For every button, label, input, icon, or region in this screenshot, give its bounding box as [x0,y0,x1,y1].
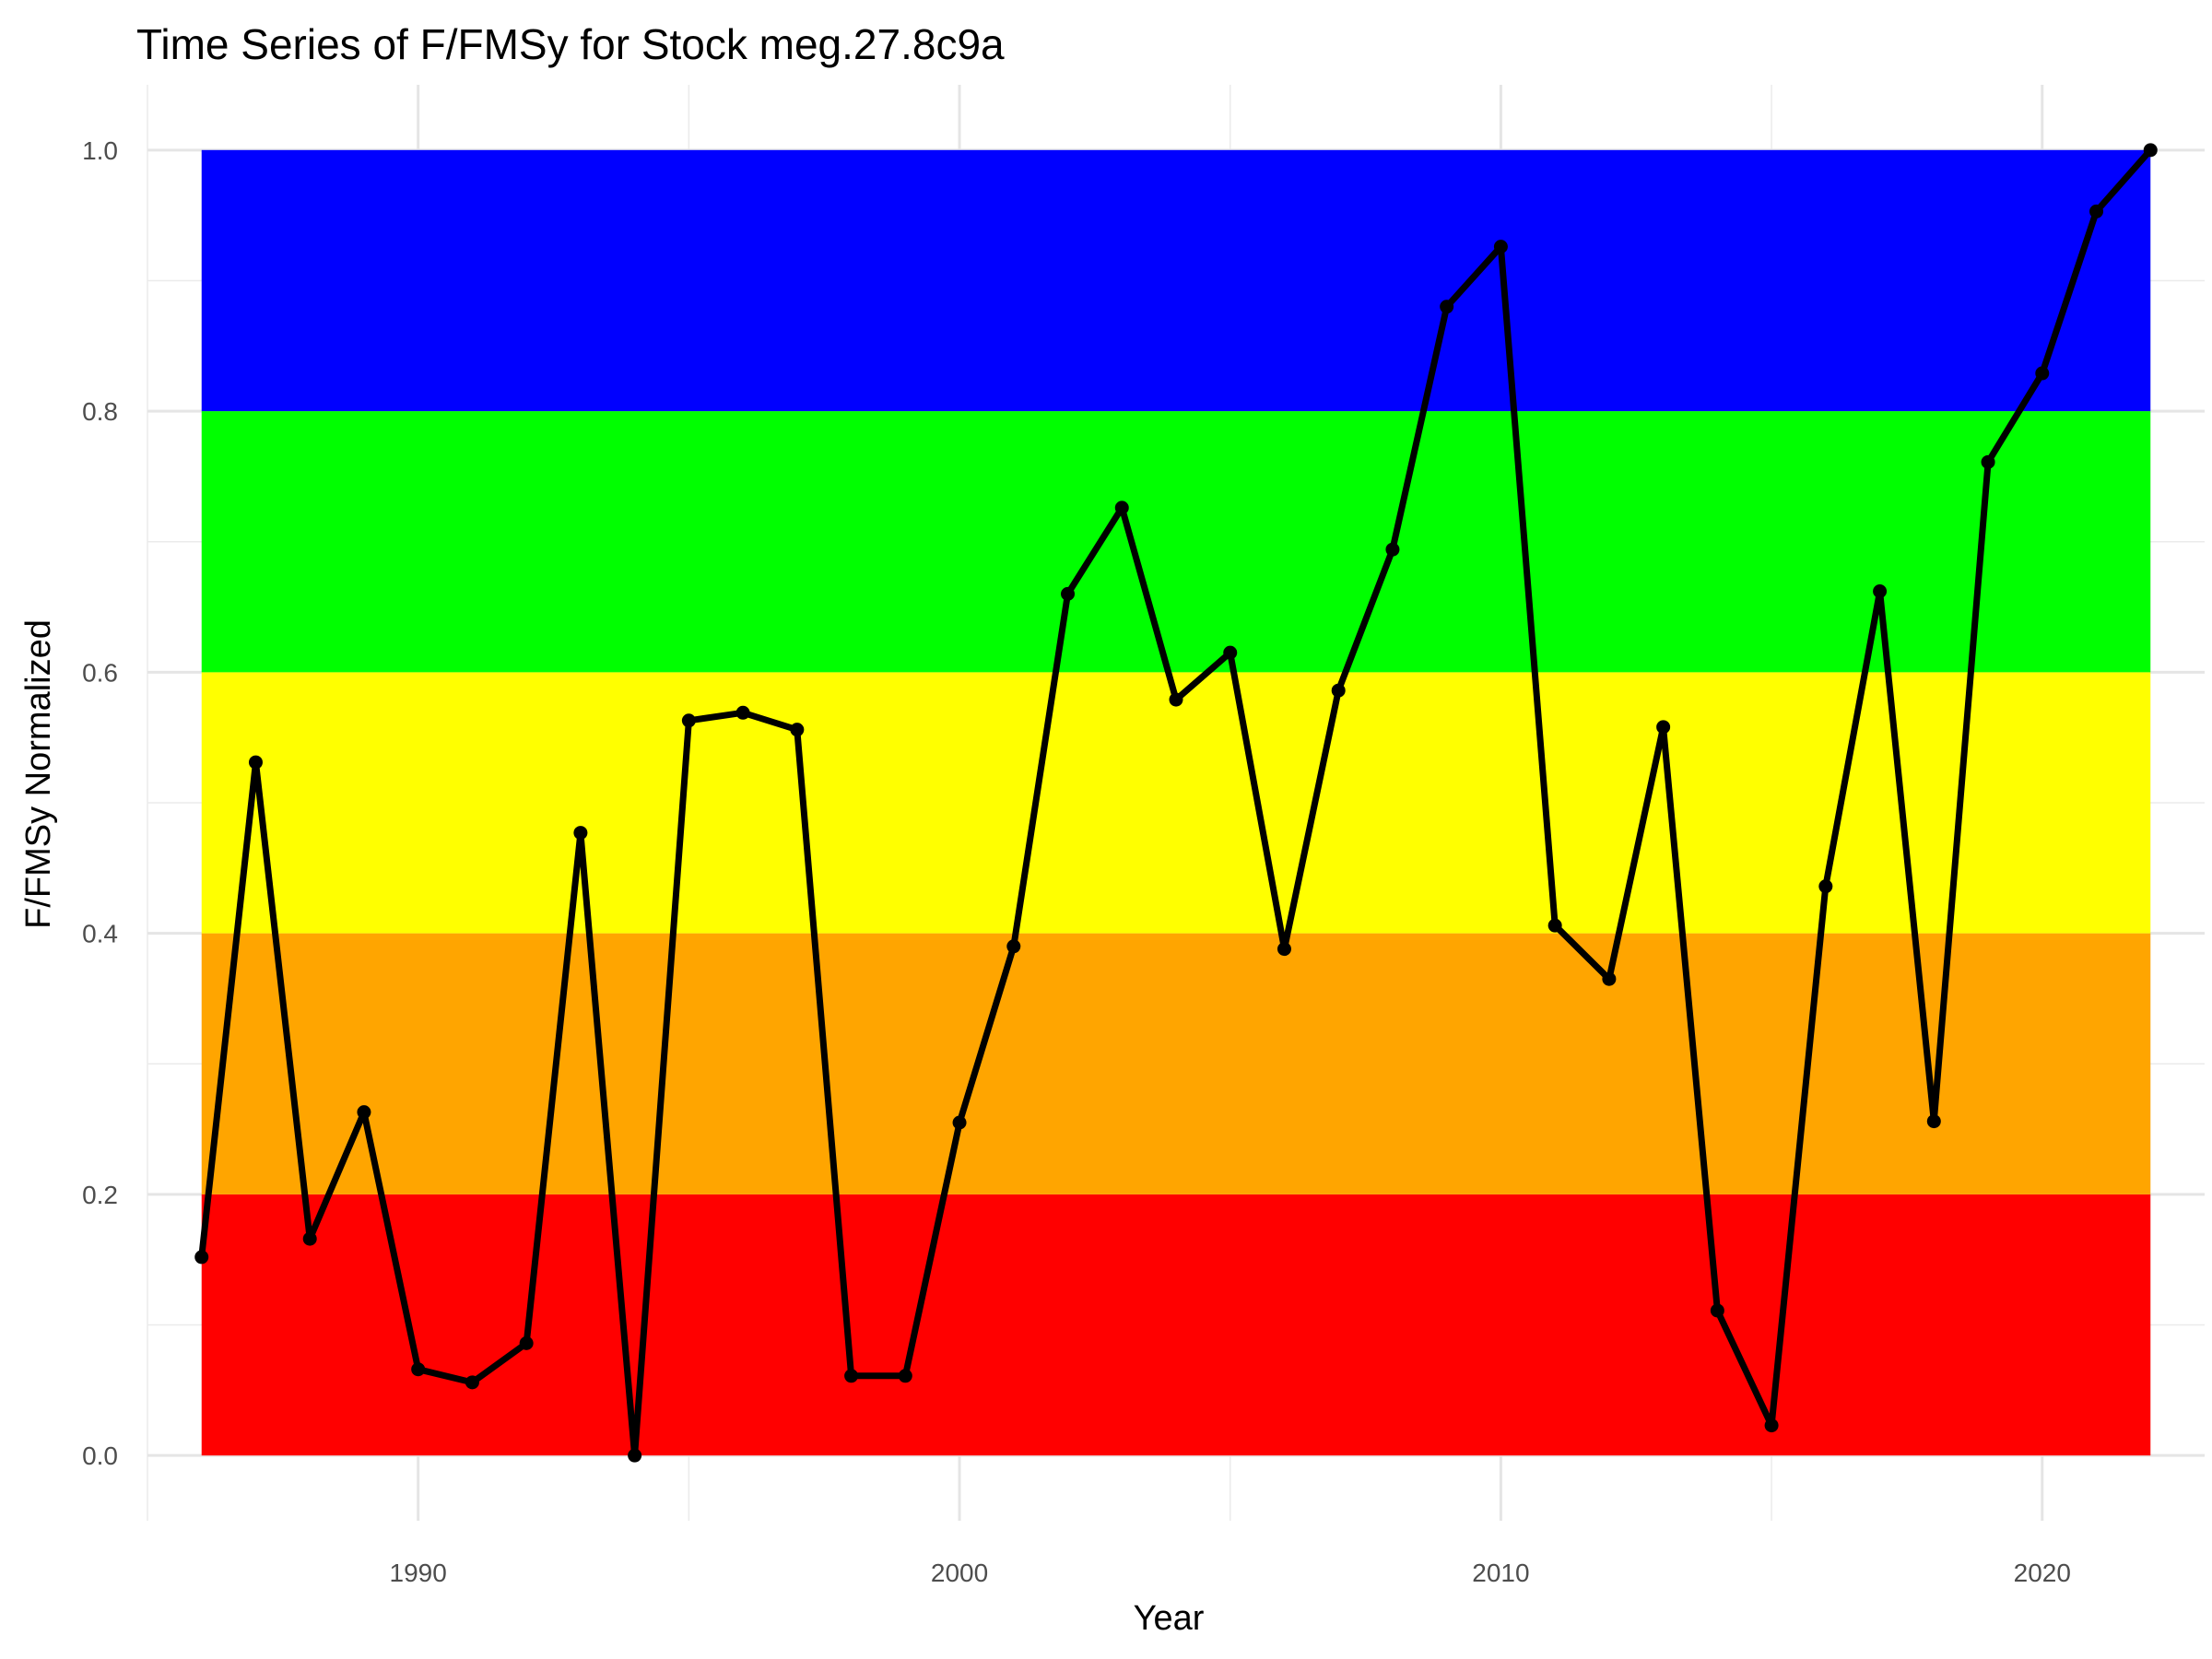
data-point [302,1231,317,1246]
data-point [1710,1303,1724,1318]
data-point [1547,918,1562,933]
data-point [1331,683,1346,698]
y-tick-label: 1.0 [82,136,118,165]
data-point [1926,1114,1941,1129]
data-point [357,1105,371,1120]
data-point [573,826,588,841]
data-point [1006,939,1021,954]
data-point [1764,1418,1779,1433]
data-point [411,1362,426,1377]
y-tick-label: 0.6 [82,658,118,687]
data-point [1440,300,1454,314]
data-point [1277,942,1291,957]
y-axis-label: F/FMSy Normalized [19,619,58,929]
data-point [248,755,263,770]
x-tick-label: 1990 [390,1559,447,1587]
data-point [1061,586,1076,601]
data-point [1602,971,1617,986]
data-point [2143,143,2158,158]
color-band [201,933,2151,1194]
data-point [1169,692,1183,707]
color-band [201,1194,2151,1456]
y-tick-label: 0.2 [82,1181,118,1209]
data-point [465,1375,479,1390]
y-tick-label: 0.0 [82,1441,118,1470]
data-point [1818,879,1833,894]
y-tick-label: 0.4 [82,920,118,948]
data-point [898,1369,912,1383]
color-band [201,411,2151,673]
x-tick-label: 2010 [1472,1559,1529,1587]
data-point [628,1448,642,1463]
x-tick-labels: 1990 2000 2010 2020 [390,1559,2071,1587]
data-point [844,1369,859,1383]
data-point [1114,500,1129,515]
data-point [1223,645,1238,660]
x-tick-label: 2020 [2014,1559,2071,1587]
data-point [194,1250,209,1265]
data-point [1981,454,1995,469]
data-point [1873,584,1888,599]
data-point [2089,204,2104,218]
color-band [201,149,2151,412]
y-tick-labels: 0.0 0.2 0.4 0.6 0.8 1.0 [82,136,118,1470]
chart-title: Time Series of F/FMSy for Stock meg.27.8… [136,20,1005,68]
data-point [1385,542,1400,557]
color-bands [201,149,2151,1456]
data-point [2035,366,2050,381]
data-point [952,1115,967,1130]
data-point [1493,240,1508,254]
data-point [790,723,805,737]
data-point [735,705,750,720]
data-point [1656,720,1671,735]
y-tick-label: 0.8 [82,397,118,426]
data-point [519,1335,534,1350]
x-axis-label: Year [1134,1599,1205,1638]
series [194,143,2158,1463]
x-tick-label: 2000 [931,1559,988,1587]
data-point [681,713,696,728]
